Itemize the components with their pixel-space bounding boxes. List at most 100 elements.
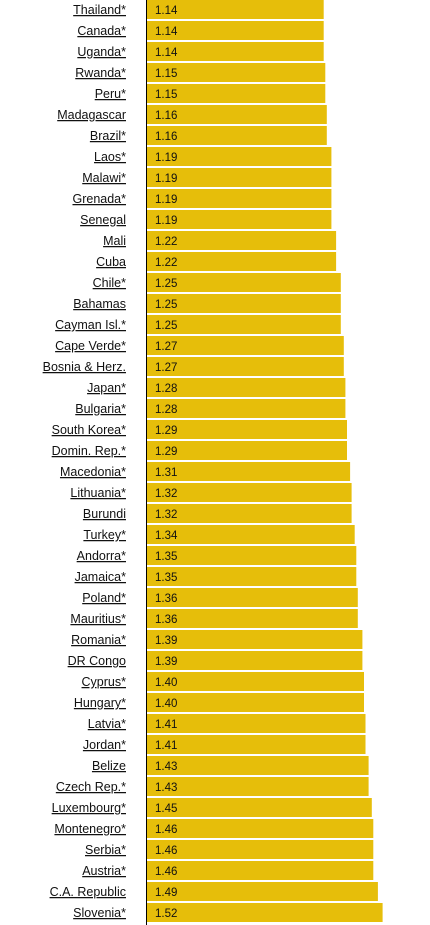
bar-row: 1.39 DR Congo [68, 651, 363, 670]
category-label-link[interactable]: Montenegro* [54, 822, 126, 836]
bar-row: 1.46 Serbia* [85, 840, 374, 859]
category-label-link[interactable]: DR Congo [68, 654, 126, 668]
bar-row: 1.27 Bosnia & Herz. [43, 357, 344, 376]
category-label-link[interactable]: Chile* [93, 276, 126, 290]
bar-value-label: 1.40 [155, 698, 177, 710]
category-label-link[interactable]: Austria* [82, 864, 126, 878]
bar-row: 1.15 Peru* [95, 84, 326, 103]
category-label-link[interactable]: Jamaica* [75, 570, 127, 584]
category-label-link[interactable]: Madagascar [57, 108, 126, 122]
bar-row: 1.35 Jamaica* [75, 567, 357, 586]
bar-value-label: 1.52 [155, 908, 177, 920]
category-label-link[interactable]: C.A. Republic [50, 885, 126, 899]
bar-value-label: 1.40 [155, 677, 177, 689]
category-label-link[interactable]: Luxembourg* [52, 801, 126, 815]
category-label-link[interactable]: Burundi [83, 507, 126, 521]
bar-value-label: 1.46 [155, 845, 177, 857]
bar [147, 651, 363, 670]
category-label-link[interactable]: Slovenia* [73, 906, 126, 920]
category-label-link[interactable]: Czech Rep.* [56, 780, 126, 794]
bar-row: 1.45 Luxembourg* [52, 798, 372, 817]
bar [147, 378, 346, 397]
category-label-link[interactable]: Macedonia* [60, 465, 126, 479]
category-label-link[interactable]: Latvia* [88, 717, 126, 731]
chart-rows: 1.14 Thailand* 1.14 Canada* 1.14 Uganda* 1.15 R… [43, 0, 383, 922]
category-label-link[interactable]: Cuba [96, 255, 126, 269]
category-label-link[interactable]: Japan* [87, 381, 126, 395]
bar-row: 1.25 Chile* [93, 273, 341, 292]
bar-value-label: 1.41 [155, 740, 177, 752]
category-label-link[interactable]: Mali [103, 234, 126, 248]
bar-row: 1.40 Cyprus* [82, 672, 364, 691]
category-label-link[interactable]: Brazil* [90, 129, 126, 143]
bar [147, 252, 337, 271]
bar-value-label: 1.45 [155, 803, 177, 815]
category-label-link[interactable]: Uganda* [77, 45, 126, 59]
bar-value-label: 1.25 [155, 299, 177, 311]
bar-value-label: 1.28 [155, 404, 177, 416]
bar-value-label: 1.39 [155, 635, 177, 647]
bar-row: 1.36 Poland* [82, 588, 358, 607]
bar [147, 672, 364, 691]
bar [147, 777, 369, 796]
category-label-link[interactable]: Poland* [82, 591, 126, 605]
bar [147, 861, 374, 880]
category-label-link[interactable]: Bahamas [73, 297, 126, 311]
category-label-link[interactable]: Rwanda* [75, 66, 126, 80]
category-label-link[interactable]: Grenada* [72, 192, 126, 206]
bar-value-label: 1.22 [155, 236, 177, 248]
category-label-link[interactable]: Canada* [77, 24, 126, 38]
bar-row: 1.16 Brazil* [90, 126, 327, 145]
category-label-link[interactable]: South Korea* [52, 423, 126, 437]
category-label-link[interactable]: Senegal [80, 213, 126, 227]
category-label-link[interactable]: Jordan* [83, 738, 126, 752]
bar-value-label: 1.43 [155, 761, 177, 773]
category-label-link[interactable]: Malawi* [82, 171, 126, 185]
bar-value-label: 1.35 [155, 551, 177, 563]
bar [147, 105, 327, 124]
bar-value-label: 1.39 [155, 656, 177, 668]
bar [147, 441, 347, 460]
bar [147, 357, 344, 376]
bar [147, 420, 347, 439]
category-label-link[interactable]: Hungary* [74, 696, 126, 710]
category-label-link[interactable]: Domin. Rep.* [52, 444, 126, 458]
category-label-link[interactable]: Belize [92, 759, 126, 773]
bar-row: 1.40 Hungary* [74, 693, 364, 712]
bar-value-label: 1.16 [155, 110, 177, 122]
category-label-link[interactable]: Turkey* [83, 528, 126, 542]
bar [147, 126, 327, 145]
bar [147, 231, 337, 250]
bar [147, 819, 374, 838]
category-label-link[interactable]: Serbia* [85, 843, 126, 857]
bar-row: 1.19 Senegal [80, 210, 332, 229]
bar [147, 483, 352, 502]
category-label-link[interactable]: Cape Verde* [55, 339, 126, 353]
bar-value-label: 1.15 [155, 89, 177, 101]
bar [147, 147, 332, 166]
bar [147, 546, 357, 565]
bar-value-label: 1.19 [155, 215, 177, 227]
bar-row: 1.29 South Korea* [52, 420, 347, 439]
bar-value-label: 1.46 [155, 866, 177, 878]
category-label-link[interactable]: Bosnia & Herz. [43, 360, 126, 374]
bar-value-label: 1.29 [155, 446, 177, 458]
category-label-link[interactable]: Mauritius* [70, 612, 126, 626]
bar-row: 1.32 Burundi [83, 504, 352, 523]
category-label-link[interactable]: Cayman Isl.* [55, 318, 126, 332]
category-label-link[interactable]: Bulgaria* [75, 402, 126, 416]
bar [147, 630, 363, 649]
category-label-link[interactable]: Peru* [95, 87, 126, 101]
category-label-link[interactable]: Romania* [71, 633, 126, 647]
category-label-link[interactable]: Andorra* [77, 549, 126, 563]
bar [147, 63, 326, 82]
bar [147, 567, 357, 586]
bar-row: 1.27 Cape Verde* [55, 336, 344, 355]
bar [147, 840, 374, 859]
category-label-link[interactable]: Cyprus* [82, 675, 127, 689]
bar-row: 1.14 Thailand* [73, 0, 324, 19]
bar-value-label: 1.25 [155, 320, 177, 332]
category-label-link[interactable]: Lithuania* [70, 486, 126, 500]
category-label-link[interactable]: Thailand* [73, 3, 126, 17]
category-label-link[interactable]: Laos* [94, 150, 126, 164]
